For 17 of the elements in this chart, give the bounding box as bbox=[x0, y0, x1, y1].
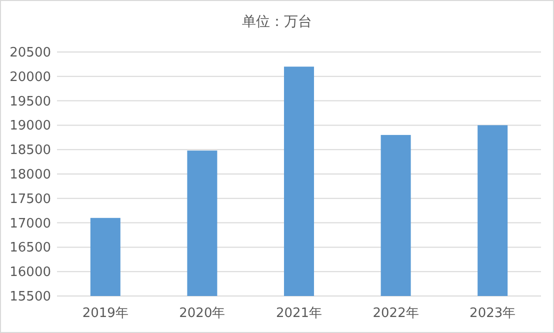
x-tick-label: 2023年 bbox=[470, 306, 516, 321]
y-tick-label: 20000 bbox=[10, 70, 51, 85]
y-tick-label: 19500 bbox=[10, 94, 51, 110]
chart-title: 单位：万台 bbox=[242, 14, 312, 30]
x-tick-label: 2019年 bbox=[82, 306, 128, 321]
y-tick-label: 16000 bbox=[10, 265, 51, 280]
y-tick-label: 17500 bbox=[10, 192, 51, 207]
x-tick-label: 2020年 bbox=[179, 306, 226, 321]
y-tick-label: 18000 bbox=[10, 168, 51, 182]
y-tick-label: 18500 bbox=[10, 143, 51, 158]
y-tick-label: 19000 bbox=[10, 118, 51, 134]
y-tick-label: 17000 bbox=[10, 216, 51, 232]
x-tick-label: 2021年 bbox=[276, 306, 322, 321]
y-tick-label: 20500 bbox=[10, 46, 51, 60]
y-tick-label: 16500 bbox=[10, 240, 51, 256]
y-tick-label: 15500 bbox=[10, 290, 51, 304]
x-tick-label: 2022年 bbox=[372, 306, 419, 321]
